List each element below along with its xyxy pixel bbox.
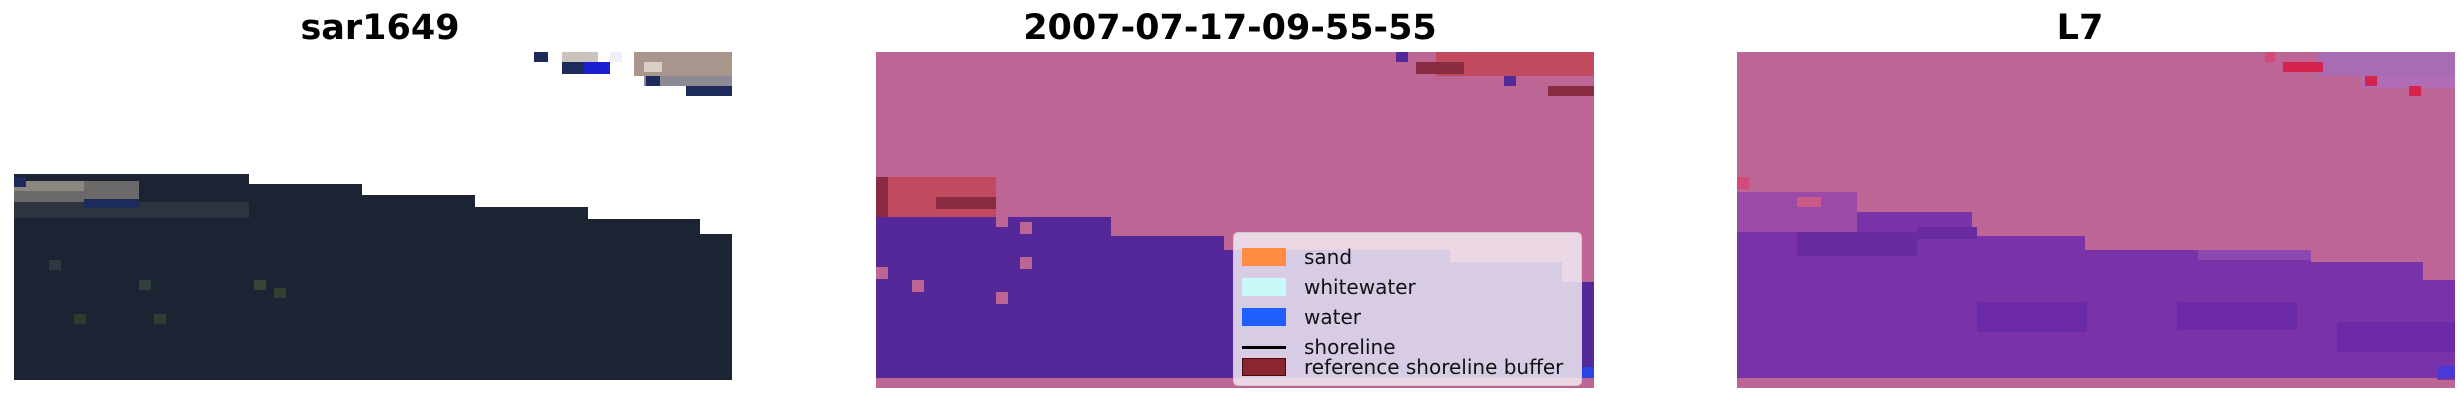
legend-item-reference-buffer: reference shoreline buffer	[1242, 355, 1563, 379]
panel-classification: 2007-07-17-09-55-55	[820, 0, 1640, 404]
legend-label-water: water	[1304, 305, 1361, 329]
shoreline-line-swatch	[1242, 345, 1286, 349]
legend-label-reference-buffer: reference shoreline buffer	[1304, 355, 1564, 379]
legend-item-sand: sand	[1242, 245, 1352, 269]
reference-buffer-swatch	[1242, 358, 1286, 376]
l7-image	[1737, 52, 2455, 388]
panel-l7: L7	[1700, 0, 2460, 404]
legend-label-whitewater: whitewater	[1304, 275, 1416, 299]
legend-item-shoreline: shoreline	[1242, 335, 1396, 359]
legend-item-whitewater: whitewater	[1242, 275, 1416, 299]
panel-title-rgb: sar1649	[300, 8, 460, 48]
legend: sand whitewater water shoreline referenc…	[1233, 232, 1582, 386]
panel-title-classification: 2007-07-17-09-55-55	[1023, 8, 1437, 48]
panel-title-l7: L7	[2056, 8, 2104, 48]
water-swatch	[1242, 308, 1286, 326]
sand-swatch	[1242, 248, 1286, 266]
rgb-image	[14, 52, 732, 380]
whitewater-swatch	[1242, 278, 1286, 296]
legend-item-water: water	[1242, 305, 1361, 329]
panel-rgb: sar1649	[0, 0, 760, 404]
legend-label-shoreline: shoreline	[1304, 335, 1396, 359]
legend-label-sand: sand	[1304, 245, 1353, 269]
